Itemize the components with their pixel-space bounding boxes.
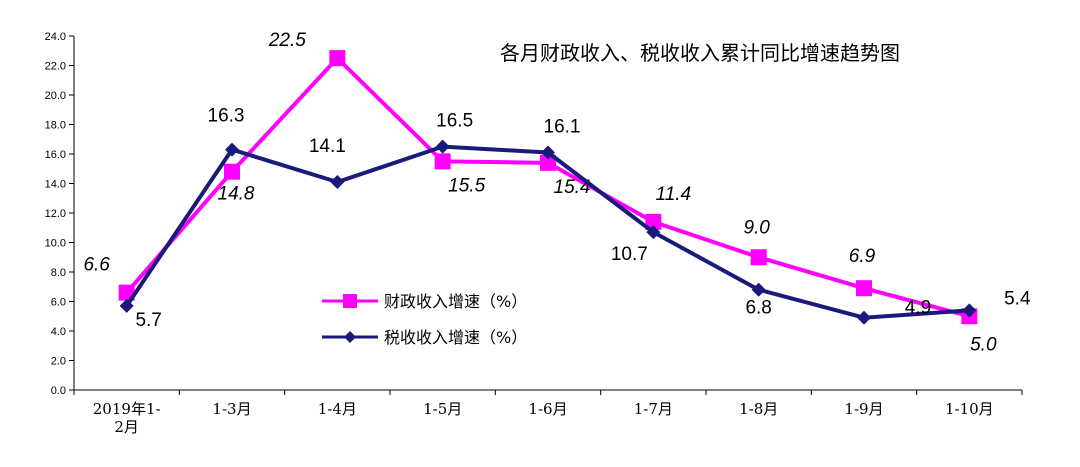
y-tick-label: 4.0 xyxy=(51,326,66,338)
y-tick-label: 16.0 xyxy=(45,149,66,161)
chart-title: 各月财政收入、税收收入累计同比增速趋势图 xyxy=(500,41,900,65)
y-tick-label: 22.0 xyxy=(45,61,66,73)
data-label: 9.0 xyxy=(743,217,770,238)
data-label: 15.4 xyxy=(554,177,591,198)
legend-item: 税收收入增速（%） xyxy=(322,328,527,347)
data-point xyxy=(330,175,345,190)
legend: 财政收入增速（%） 税收收入增速（%） xyxy=(322,292,527,347)
x-tick-label: 1-4月 xyxy=(318,400,357,418)
data-point xyxy=(541,145,555,160)
data-point xyxy=(119,298,134,313)
data-label: 6.8 xyxy=(745,298,771,319)
data-point xyxy=(751,282,766,297)
plot-area: 0.0 2.0 4.0 6.0 8.0 10.0 12.0 14.0 16.0 18.0 20.0 2… xyxy=(45,30,1031,436)
data-label: 15.5 xyxy=(448,175,485,196)
legend-label: 财政收入增速（%） xyxy=(384,292,527,311)
x-tick-label: 1-9月 xyxy=(844,400,883,418)
data-point xyxy=(962,303,977,318)
y-tick-label: 8.0 xyxy=(51,267,66,279)
data-label: 16.3 xyxy=(208,106,245,127)
y-tick-label: 24.0 xyxy=(45,31,66,43)
data-label: 11.4 xyxy=(656,184,692,205)
data-point xyxy=(856,280,872,297)
x-tick-label: 1-7月 xyxy=(634,400,673,418)
data-label: 16.1 xyxy=(544,117,581,138)
data-label: 4.9 xyxy=(905,298,931,319)
y-tick-label: 0.0 xyxy=(51,385,66,397)
data-point xyxy=(645,213,662,230)
series-line xyxy=(125,144,970,320)
legend-item: 财政收入增速（%） xyxy=(322,292,527,311)
data-point xyxy=(225,142,239,157)
data-point xyxy=(750,249,767,266)
data-label: 6.6 xyxy=(83,255,110,276)
y-tick-label: 2.0 xyxy=(51,356,66,368)
x-tick-label: 1-3月 xyxy=(212,400,251,418)
data-point xyxy=(646,225,661,240)
y-tick-label: 20.0 xyxy=(45,90,66,102)
y-tick-label: 10.0 xyxy=(45,238,66,250)
x-tick-label: 1-10月 xyxy=(945,400,994,418)
data-label: 22.5 xyxy=(268,30,306,51)
data-point xyxy=(224,163,240,180)
series-fiscal-revenue: 6.6 14.8 22.5 15.5 15.4 11.4 9.0 6.9 5.0 xyxy=(83,30,997,355)
legend-marker xyxy=(343,294,357,308)
data-label: 5.0 xyxy=(970,334,997,355)
series-tax-revenue: 5.7 16.3 14.1 16.5 16.1 10.7 6.8 4.9 5.4 xyxy=(119,106,1031,331)
y-tick-label: 14.0 xyxy=(45,179,66,191)
data-label: 14.1 xyxy=(309,136,346,157)
data-label: 6.9 xyxy=(849,246,876,267)
data-point xyxy=(434,153,451,170)
x-tick-label: 1-8月 xyxy=(739,400,778,418)
data-label: 10.7 xyxy=(611,244,648,265)
y-tick-label: 12.0 xyxy=(45,208,66,220)
y-tick-label: 6.0 xyxy=(51,297,66,309)
data-point xyxy=(435,139,450,154)
legend-marker xyxy=(344,331,356,343)
x-tick-label: 1-6月 xyxy=(528,400,567,418)
x-tick-label: 2019年1- xyxy=(93,400,161,418)
data-point xyxy=(857,310,871,325)
x-tick-label: 1-5月 xyxy=(423,400,462,418)
data-point xyxy=(540,154,556,171)
data-label: 16.5 xyxy=(436,111,473,132)
x-tick-label: 2月 xyxy=(114,418,139,436)
data-point xyxy=(329,50,346,67)
data-label: 5.4 xyxy=(1004,288,1031,309)
data-label: 5.7 xyxy=(135,310,161,331)
legend-label: 税收收入增速（%） xyxy=(384,328,527,347)
y-tick-label: 18.0 xyxy=(45,120,66,132)
data-label: 14.8 xyxy=(218,184,255,205)
